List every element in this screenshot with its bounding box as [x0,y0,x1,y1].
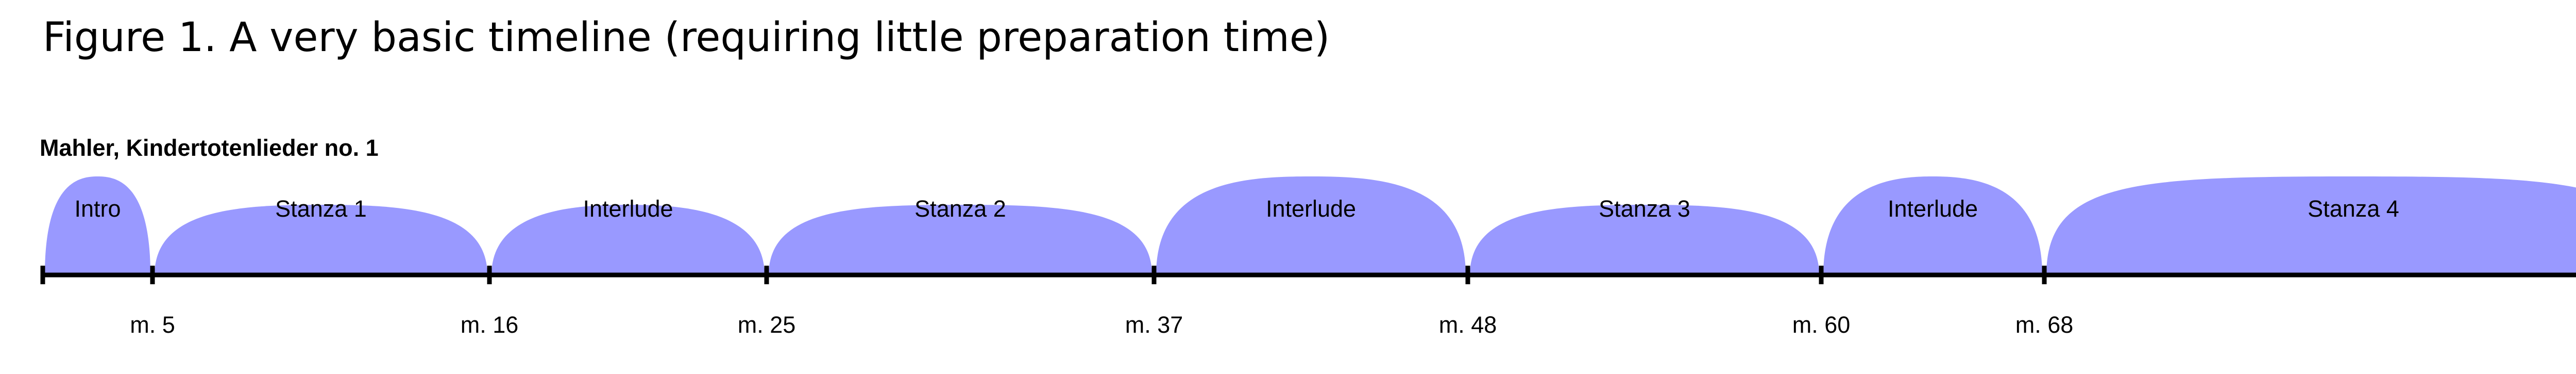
measure-label-2: m. 16 [461,312,519,338]
measure-label-3: m. 25 [738,312,796,338]
section-arch-interlude-7 [1823,176,2042,275]
section-label-interlude-7: Interlude [1888,196,1978,222]
section-label-interlude-5: Interlude [1266,196,1356,222]
section-arch-intro-1 [45,176,150,275]
sections-layer: Intro Stanza 1 Interlude Stanza 2 Interlude S… [45,176,2576,275]
measure-label-1: m. 5 [130,312,175,338]
measure-label-4: m. 37 [1125,312,1183,338]
section-arch-stanza-2-4 [769,205,1152,275]
section-arch-interlude-3 [492,205,765,275]
measure-label-6: m. 60 [1792,312,1851,338]
section-arch-stanza-1-2 [155,205,487,275]
section-label-stanza-1-2: Stanza 1 [275,196,367,222]
section-label-stanza-4-8: Stanza 4 [2308,196,2399,222]
measures-layer: m. 5 m. 16 m. 25 m. 37 m. 48 m. 60 m. 68 [130,312,2073,338]
section-label-intro-1: Intro [74,196,121,222]
measure-label-7: m. 68 [2015,312,2074,338]
section-label-stanza-2-4: Stanza 2 [914,196,1006,222]
figure-title: Figure 1. A very basic timeline (requiri… [43,14,1330,61]
section-label-interlude-3: Interlude [583,196,673,222]
axis-layer [40,266,2576,284]
section-arch-stanza-3-6 [1470,205,1819,275]
piece-title: Mahler, Kindertotenlieder no. 1 [40,135,379,161]
section-label-stanza-3-6: Stanza 3 [1599,196,1690,222]
measure-label-5: m. 48 [1439,312,1497,338]
section-arch-stanza-4-8 [2046,176,2576,275]
section-arch-interlude-5 [1156,176,1466,275]
